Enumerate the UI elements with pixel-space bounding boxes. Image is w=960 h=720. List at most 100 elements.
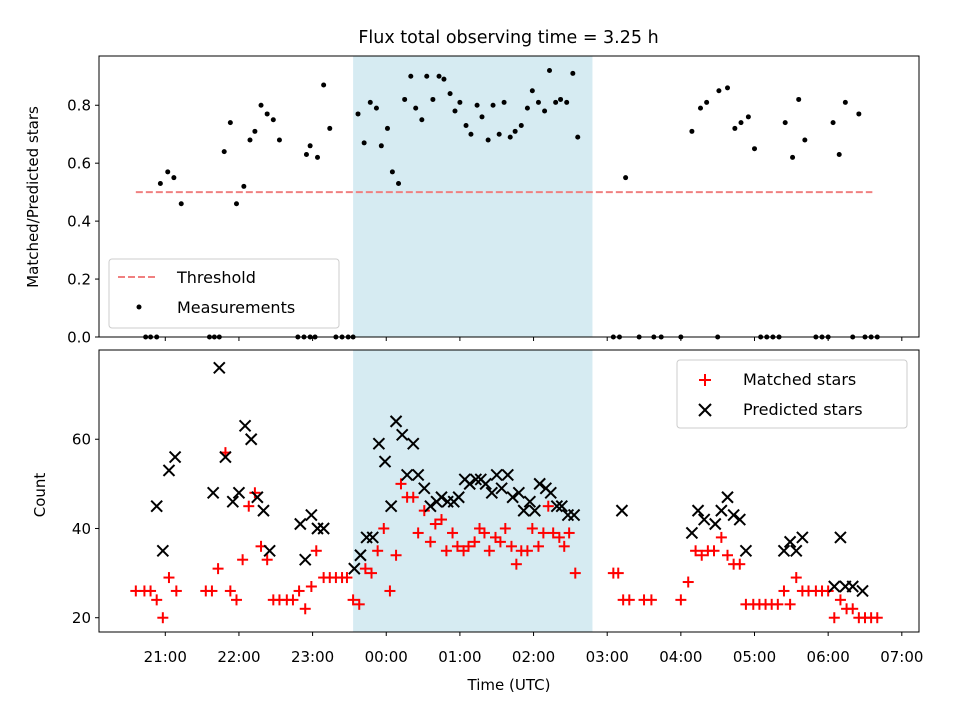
predicted-stars-point	[411, 468, 425, 482]
predicted-stars-point	[523, 495, 537, 508]
measurement-point	[474, 102, 480, 108]
measurement-point	[512, 128, 518, 134]
matched-stars-point	[212, 563, 224, 575]
matched-stars-point	[469, 536, 481, 548]
measurement-point	[441, 76, 447, 82]
matched-stars-point	[163, 572, 175, 584]
predicted-stars-point	[615, 504, 629, 517]
measurement-point	[623, 175, 629, 181]
measurement-point	[457, 99, 463, 105]
predicted-stars-point	[490, 468, 503, 482]
measurement-point	[452, 108, 458, 114]
matched-stars-point	[237, 554, 249, 566]
measurement-point	[252, 128, 258, 134]
measurement-point	[373, 105, 379, 111]
measurement-point	[564, 99, 570, 105]
matched-stars-point	[451, 540, 463, 552]
measurement-point	[307, 143, 313, 149]
measurement-point	[745, 114, 751, 120]
matched-stars-point	[418, 505, 430, 517]
measurement-point	[553, 99, 559, 105]
predicted-stars-point	[418, 482, 431, 495]
matched-stars-point	[407, 491, 419, 503]
predicted-stars-point	[846, 580, 859, 593]
matched-stars-point	[612, 567, 624, 579]
predicted-stars-point	[733, 513, 746, 526]
predicted-stars-point	[567, 508, 581, 522]
measurement-point	[241, 183, 247, 189]
matched-stars-point	[359, 563, 371, 575]
top-legend: Threshold Measurements	[108, 258, 340, 329]
matched-stars-point	[778, 585, 790, 597]
matched-stars-point	[224, 585, 236, 597]
measurement-point	[570, 70, 576, 76]
predicted-stars-point	[435, 491, 448, 504]
predicted-stars-point	[506, 491, 519, 504]
matched-stars-point	[790, 572, 802, 584]
matched-stars-point	[424, 536, 436, 548]
predicted-stars-point	[790, 544, 803, 557]
matched-stars-point	[478, 527, 490, 539]
measurement-point	[378, 143, 384, 149]
measurement-point	[233, 201, 239, 207]
measurement-point	[424, 73, 430, 79]
measurement-point	[419, 117, 425, 123]
predicted-stars-point	[715, 504, 728, 517]
predicted-stars-point	[372, 437, 386, 450]
x-tick-label: 21:00	[144, 648, 187, 666]
predicted-stars-point	[424, 499, 437, 513]
top-y-ticks: 0.0 0.2 0.4 0.6 0.8	[67, 97, 99, 347]
matched-stars-point	[287, 594, 299, 606]
matched-stars-point	[828, 612, 840, 624]
predicted-stars-point	[685, 526, 699, 540]
measurement-point	[830, 120, 836, 126]
matched-stars-point	[675, 594, 687, 606]
predicted-stars-point	[517, 504, 530, 517]
matched-stars-point	[243, 500, 255, 512]
matched-stars-point	[505, 540, 517, 552]
x-axis-label: Time (UTC)	[467, 676, 551, 694]
predicted-stars-point	[156, 544, 170, 557]
matched-stars-point	[494, 536, 506, 548]
matched-stars-point	[510, 558, 522, 570]
x-tick-label: 23:00	[291, 648, 334, 666]
predicted-stars-point	[407, 437, 420, 450]
top-panel: 0.00.20.40.60.8 Matched/Predicted stars …	[24, 55, 920, 347]
predicted-stars-point	[512, 486, 526, 499]
predicted-stars-point	[479, 477, 492, 491]
measurement-point	[558, 96, 564, 102]
predicted-stars-point	[739, 544, 753, 557]
bottom-y-axis-label: Count	[31, 473, 49, 518]
predicted-stars-point	[856, 584, 869, 598]
predicted-stars-point	[555, 499, 568, 513]
predicted-stars-point	[783, 535, 797, 549]
predicted-stars-point	[533, 477, 546, 491]
measurements-series	[143, 67, 880, 340]
predicted-stars-point	[378, 455, 392, 468]
matched-stars-point	[157, 612, 169, 624]
x-tick-label: 03:00	[586, 648, 629, 666]
matched-stars-point	[378, 522, 390, 534]
x-tick-label: 01:00	[438, 648, 481, 666]
bottom-legend: Matched stars Predicted stars	[676, 359, 908, 429]
matched-stars-point	[563, 527, 575, 539]
top-y-tick-label: 0.8	[67, 97, 91, 115]
measurement-point	[496, 131, 502, 137]
measurement-point	[796, 96, 802, 102]
measurement-point	[802, 137, 808, 143]
measurement-point	[485, 137, 491, 143]
matched-stars-point	[499, 522, 511, 534]
measurement-point	[157, 180, 163, 186]
predicted-stars-point	[366, 531, 379, 544]
measurement-point	[704, 99, 710, 105]
measurement-point	[856, 111, 862, 117]
legend-measurements-swatch	[136, 304, 142, 310]
matched-stars-point	[722, 549, 734, 561]
matched-stars-point	[429, 518, 441, 530]
top-y-tick-label: 0.6	[67, 155, 91, 173]
predicted-stars-point	[485, 486, 499, 499]
matched-stars-point	[341, 572, 353, 584]
measurement-point	[529, 88, 535, 94]
predicted-stars-point	[162, 464, 176, 477]
